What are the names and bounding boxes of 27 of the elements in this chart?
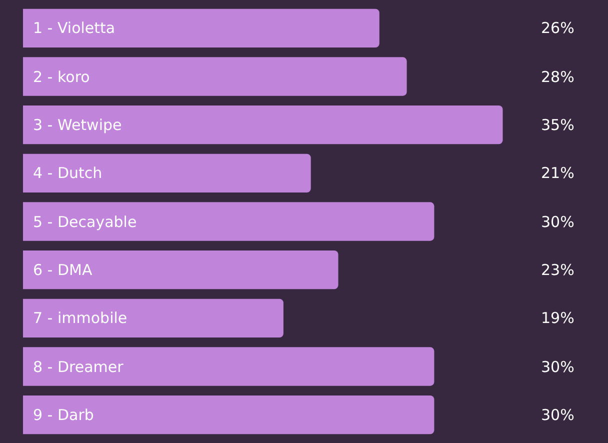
bar (23, 154, 311, 192)
y-tick-label: 6 - DMA (33, 261, 93, 279)
bar (23, 8, 380, 48)
bar (23, 347, 434, 386)
bar (23, 298, 284, 338)
bar (23, 57, 407, 96)
data-label: 23% (541, 261, 574, 279)
data-label: 30% (541, 213, 574, 231)
data-label: 26% (541, 19, 574, 37)
bar (23, 396, 434, 434)
data-label: 21% (541, 164, 574, 182)
y-tick-label: 4 - Dutch (33, 164, 102, 182)
bar (23, 106, 503, 144)
y-tick-label: 9 - Darb (33, 406, 94, 424)
data-label: 28% (541, 68, 574, 86)
data-label: 35% (541, 116, 574, 134)
y-tick-label: 5 - Decayable (33, 213, 137, 231)
bar (23, 202, 434, 241)
y-tick-label: 8 - Dreamer (33, 358, 124, 376)
data-label: 30% (541, 358, 574, 376)
y-tick-label: 1 - Violetta (33, 19, 116, 37)
y-tick-label: 2 - koro (33, 68, 90, 86)
data-label: 30% (541, 406, 574, 424)
y-tick-label: 3 - Wetwipe (33, 116, 122, 134)
bar (23, 250, 338, 290)
y-tick-label: 7 - immobile (33, 309, 128, 327)
data-label: 19% (541, 309, 574, 327)
